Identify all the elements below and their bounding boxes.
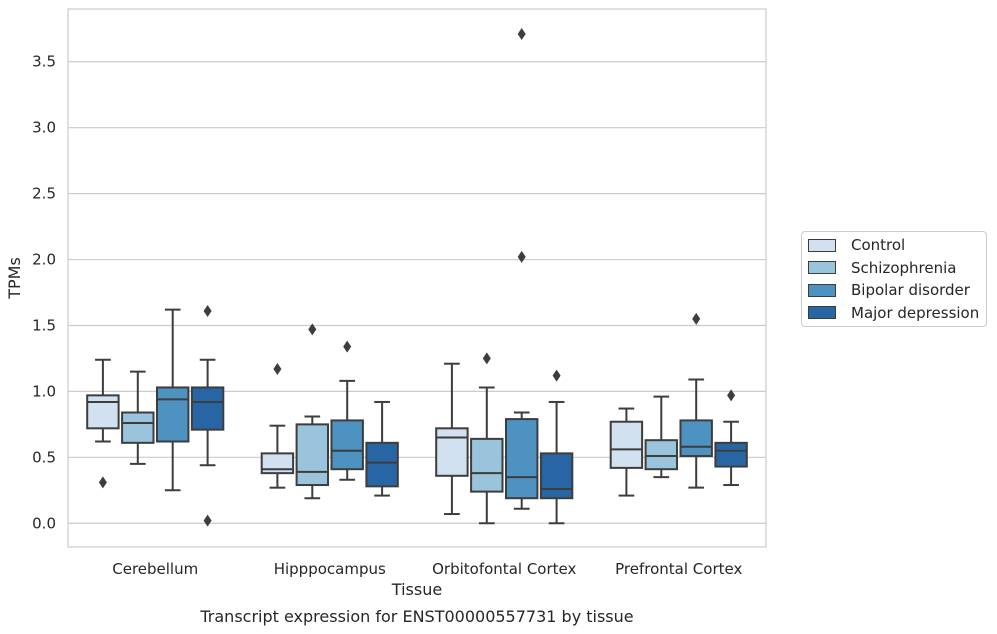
x-tick-label: Hipppocampus bbox=[274, 560, 386, 578]
box-bipolar-disorder bbox=[504, 28, 539, 510]
box-control bbox=[260, 362, 295, 489]
y-tick-label: 0.5 bbox=[32, 448, 56, 466]
plot-frame bbox=[67, 8, 767, 548]
outlier-point bbox=[692, 312, 701, 325]
y-tick-label: 3.0 bbox=[32, 119, 56, 137]
x-tick-label: Orbitofontal Cortex bbox=[432, 560, 576, 578]
box-schizophrenia bbox=[295, 323, 330, 500]
iqr-box bbox=[470, 437, 504, 493]
box-bipolar-disorder bbox=[679, 312, 713, 489]
outlier-point bbox=[552, 369, 561, 382]
legend-swatch bbox=[808, 261, 836, 274]
box-major-depression bbox=[190, 304, 225, 527]
iqr-box bbox=[714, 441, 748, 468]
legend-label: Schizophrenia bbox=[851, 258, 957, 277]
iqr-box bbox=[504, 418, 539, 500]
iqr-box bbox=[155, 386, 190, 443]
outlier-point bbox=[343, 340, 352, 353]
outlier-point bbox=[273, 362, 282, 375]
outlier-point bbox=[98, 476, 107, 489]
outlier-point bbox=[308, 323, 317, 336]
iqr-box bbox=[365, 441, 399, 488]
y-tick-label: 2.5 bbox=[32, 185, 56, 203]
iqr-box bbox=[190, 386, 225, 431]
box-major-depression bbox=[539, 369, 574, 525]
outlier-point bbox=[517, 28, 526, 41]
box-major-depression bbox=[365, 400, 399, 497]
iqr-box bbox=[86, 394, 120, 430]
box-groups bbox=[86, 28, 748, 527]
box-schizophrenia bbox=[121, 370, 155, 465]
y-tick-label: 1.5 bbox=[32, 316, 56, 334]
iqr-box bbox=[435, 427, 469, 477]
chart-caption: Transcript expression for ENST0000055773… bbox=[199, 607, 633, 626]
outlier-point bbox=[727, 389, 736, 402]
iqr-box bbox=[539, 452, 574, 500]
legend: Control Schizophrenia Bipolar disorder Majo… bbox=[801, 231, 987, 327]
iqr-box bbox=[679, 419, 713, 458]
box-major-depression bbox=[714, 389, 748, 487]
legend-label: Bipolar disorder bbox=[851, 281, 970, 299]
y-tick-labels: 0.0 0.5 1.0 1.5 2.0 2.5 3.0 3.5 bbox=[32, 53, 56, 533]
y-tick-label: 0.0 bbox=[32, 514, 56, 532]
box-schizophrenia bbox=[644, 395, 679, 479]
legend-label: Major depression bbox=[851, 303, 980, 322]
y-tick-label: 2.0 bbox=[32, 251, 56, 269]
outlier-point bbox=[203, 304, 212, 317]
iqr-box bbox=[121, 411, 155, 444]
outlier-point bbox=[517, 250, 526, 263]
legend-item: Control bbox=[808, 234, 905, 256]
iqr-box bbox=[330, 419, 364, 471]
box-bipolar-disorder bbox=[330, 340, 364, 481]
box-bipolar-disorder bbox=[155, 308, 190, 492]
x-tick-label: Cerebellum bbox=[112, 560, 198, 578]
y-tick-label: 1.0 bbox=[32, 382, 56, 400]
y-axis-label: TPMs bbox=[5, 257, 24, 300]
outlier-point bbox=[482, 352, 491, 365]
iqr-box bbox=[295, 423, 330, 487]
outlier-point bbox=[203, 514, 212, 527]
legend-item: Schizophrenia bbox=[808, 257, 956, 279]
iqr-box bbox=[644, 439, 679, 471]
iqr-box bbox=[609, 420, 644, 469]
x-tick-label: Prefrontal Cortex bbox=[615, 560, 742, 578]
x-axis-label: Tissue bbox=[391, 580, 442, 599]
legend-label: Control bbox=[851, 236, 906, 254]
box-control bbox=[435, 362, 469, 516]
legend-swatch bbox=[808, 238, 836, 252]
x-tick-labels: Cerebellum Hipppocampus Orbitofontal Corte… bbox=[112, 560, 742, 578]
legend-item: Bipolar disorder bbox=[808, 279, 970, 301]
box-control bbox=[86, 358, 120, 489]
y-tick-label: 3.5 bbox=[32, 53, 56, 71]
legend-swatch bbox=[808, 306, 836, 319]
box-control bbox=[609, 407, 644, 497]
legend-swatch bbox=[808, 283, 836, 297]
legend-item: Major depression bbox=[808, 302, 979, 324]
box-schizophrenia bbox=[470, 352, 504, 525]
